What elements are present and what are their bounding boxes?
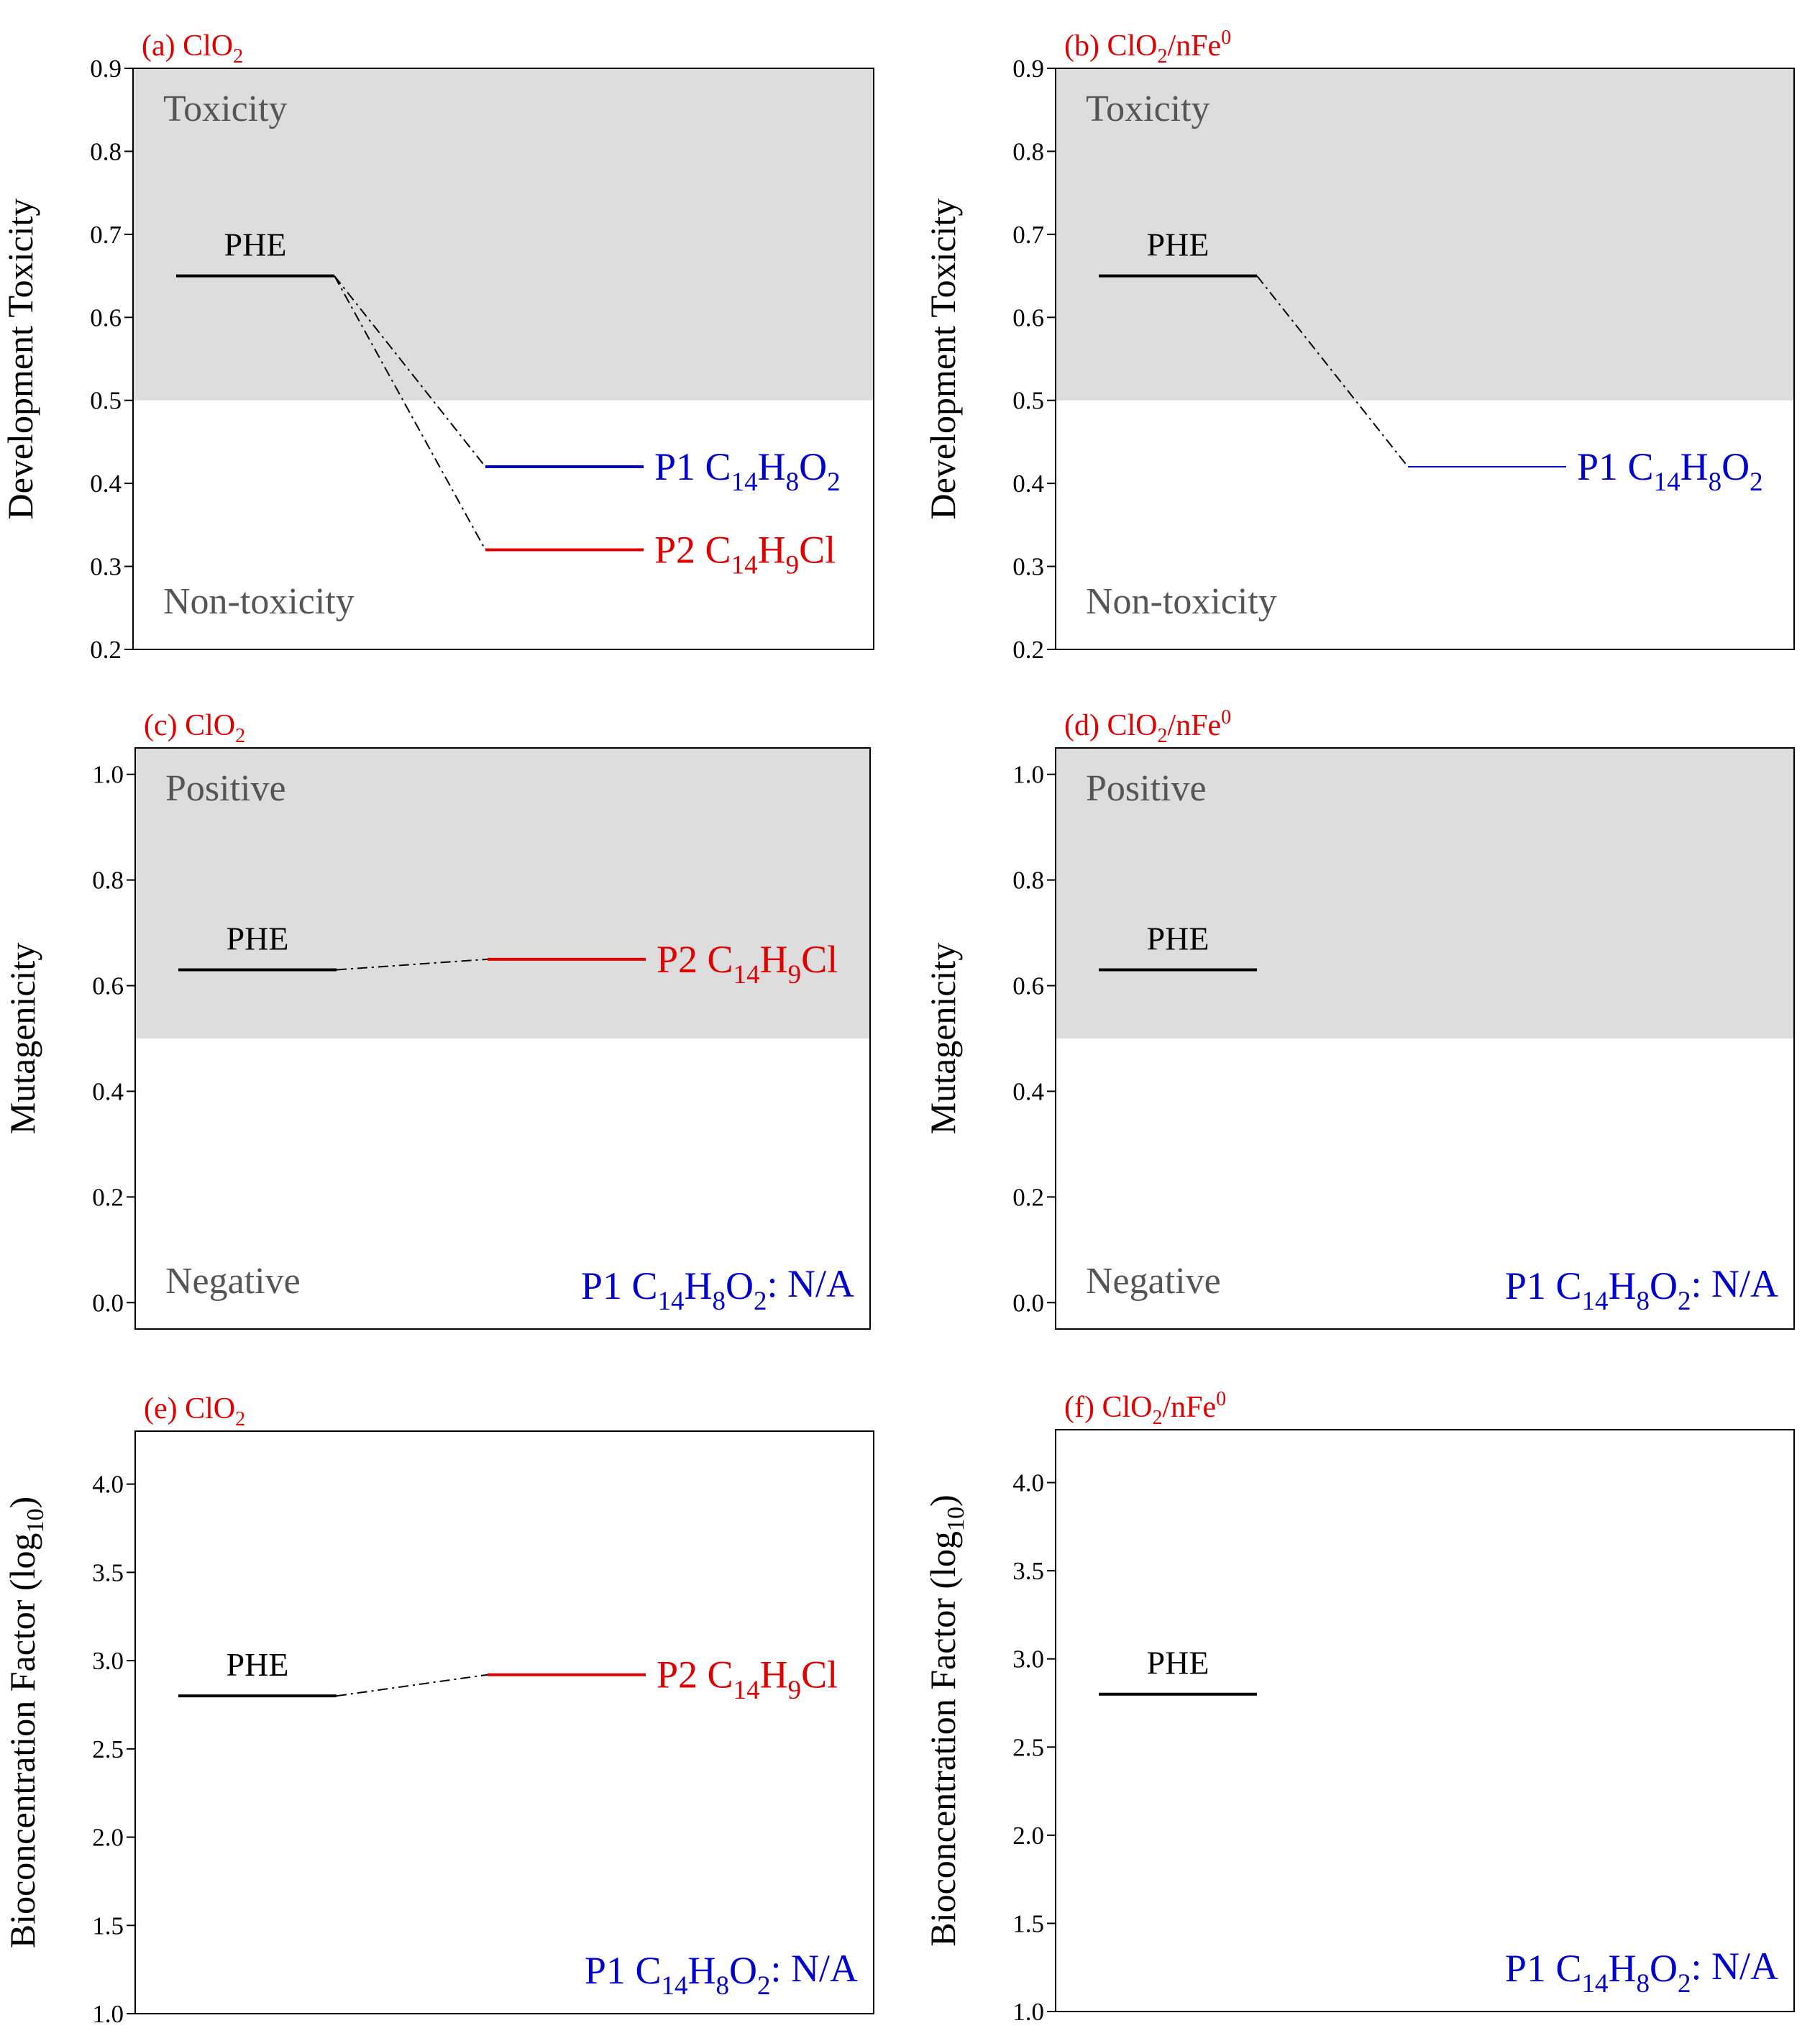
y-tick-label-d-0: 0.0 — [1012, 1289, 1044, 1317]
shaded-region-d — [1056, 748, 1794, 1038]
shaded-region-b — [1056, 68, 1794, 401]
zone-label-top-b: Toxicity — [1086, 88, 1210, 129]
panel-title-a: (a) ClO2 — [142, 29, 243, 68]
panel-e: 1.0 1.5 2.0 2.5 3.0 3.5 4.0 Bioconcentration Fa… — [2, 1392, 874, 2028]
y-tick-label-d-5: 1.0 — [1012, 761, 1044, 789]
level-label-phe-d: PHE — [1147, 921, 1209, 957]
na-note-d: P1 C14H8O2: N/A — [1505, 1262, 1778, 1316]
na-note-c: P1 C14H8O2: N/A — [581, 1262, 854, 1316]
y-tick-label-b-1: 0.3 — [1012, 553, 1044, 581]
level-label-phe-e: PHE — [227, 1646, 289, 1683]
panel-c: 0.0 0.2 0.4 0.6 0.8 1.0 Mutagenicity (c) ClO2 Po… — [2, 709, 871, 1330]
zone-label-top-a: Toxicity — [163, 88, 288, 129]
y-tick-label-d-1: 0.2 — [1012, 1183, 1044, 1211]
y-tick-label-c-2: 0.4 — [92, 1077, 124, 1105]
y-tick-label-f-1: 1.5 — [1012, 1909, 1044, 1937]
axes-frame-f — [1055, 1429, 1795, 2012]
level-label-p2-a: P2 C14H9Cl — [654, 528, 836, 580]
axes-frame-a — [132, 68, 874, 650]
y-tick-label-e-1: 1.5 — [92, 1912, 124, 1940]
zone-label-bottom-c: Negative — [165, 1261, 301, 1302]
y-tick-label-a-6: 0.8 — [90, 137, 122, 165]
shaded-region-a — [133, 68, 874, 401]
panel-b: 0.2 0.3 0.4 0.5 0.6 0.7 0.8 0.9 Development Toxi… — [923, 27, 1795, 664]
connector-p1-b — [1256, 275, 1409, 467]
na-note-e: P1 C14H8O2: N/A — [585, 1947, 858, 2001]
axes-frame-c — [134, 747, 871, 1330]
y-tick-label-c-0: 0.0 — [92, 1289, 124, 1317]
y-tick-label-f-0: 1.0 — [1012, 1998, 1044, 2026]
level-label-p2-c: P2 C14H9Cl — [657, 938, 838, 990]
y-tick-label-a-1: 0.3 — [90, 553, 122, 581]
y-tick-label-c-1: 0.2 — [92, 1183, 124, 1211]
panel-f: 1.0 1.5 2.0 2.5 3.0 3.5 4.0 Bioconcentration Fa… — [923, 1388, 1795, 2026]
y-tick-label-e-5: 3.5 — [92, 1558, 124, 1586]
y-tick-label-d-3: 0.6 — [1012, 972, 1044, 1000]
level-label-p1-a: P1 C14H8O2 — [654, 445, 841, 497]
panel-title-d: (d) ClO2/nFe0 — [1064, 706, 1231, 747]
shaded-region-c — [135, 748, 870, 1038]
level-label-phe-b: PHE — [1147, 227, 1209, 263]
level-label-p1-b: P1 C14H8O2 — [1577, 445, 1763, 497]
zone-label-bottom-a: Non-toxicity — [163, 581, 355, 622]
y-tick-label-b-0: 0.2 — [1012, 636, 1044, 664]
y-tick-label-f-2: 2.0 — [1012, 1822, 1044, 1850]
panel-title-c: (c) ClO2 — [144, 709, 245, 747]
y-tick-label-a-5: 0.7 — [90, 221, 122, 249]
y-tick-label-f-4: 3.0 — [1012, 1645, 1044, 1674]
axes-frame-d — [1055, 747, 1795, 1330]
y-axis-label-e: Bioconcentration Factor (log10) — [2, 1497, 49, 1948]
y-tick-label-e-0: 1.0 — [92, 2000, 124, 2028]
y-tick-label-c-5: 1.0 — [92, 761, 124, 789]
zone-label-top-d: Positive — [1086, 768, 1207, 809]
y-axis-label-f: Bioconcentration Factor (log10) — [923, 1494, 969, 1946]
axes-frame-e — [134, 1430, 874, 2014]
axes-frame-b — [1055, 68, 1795, 650]
panel-title-b: (b) ClO2/nFe0 — [1064, 27, 1231, 68]
zone-label-bottom-d: Negative — [1086, 1261, 1221, 1302]
y-tick-label-b-3: 0.5 — [1012, 387, 1044, 415]
level-label-phe-f: PHE — [1147, 1645, 1209, 1681]
level-label-phe-c: PHE — [227, 921, 289, 957]
y-axis-label-d: Mutagenicity — [923, 943, 963, 1135]
connector-p1-a — [334, 275, 486, 467]
y-tick-label-d-2: 0.4 — [1012, 1077, 1044, 1105]
y-tick-label-b-7: 0.9 — [1012, 55, 1044, 83]
connector-p2-e — [336, 1674, 488, 1697]
panel-a: 0.2 0.3 0.4 0.5 0.6 0.7 0.8 0.9 Development Toxi… — [0, 29, 874, 664]
panel-title-e: (e) ClO2 — [144, 1392, 245, 1430]
y-axis-label-b: Development Toxicity — [923, 198, 963, 520]
y-tick-label-b-6: 0.8 — [1012, 137, 1044, 165]
y-tick-label-d-4: 0.8 — [1012, 867, 1044, 895]
y-tick-label-e-4: 3.0 — [92, 1647, 124, 1675]
y-tick-label-a-3: 0.5 — [90, 387, 122, 415]
y-tick-label-e-6: 4.0 — [92, 1471, 124, 1499]
y-tick-label-c-3: 0.6 — [92, 972, 124, 1000]
zone-label-top-c: Positive — [165, 768, 286, 809]
panel-d: 0.0 0.2 0.4 0.6 0.8 1.0 Mutagenicity (d) ClO2/n… — [923, 706, 1795, 1330]
y-tick-label-f-6: 4.0 — [1012, 1469, 1044, 1497]
y-tick-label-b-4: 0.6 — [1012, 303, 1044, 332]
na-note-f: P1 C14H8O2: N/A — [1505, 1945, 1778, 1999]
y-tick-label-b-5: 0.7 — [1012, 221, 1044, 249]
level-label-p2-e: P2 C14H9Cl — [657, 1653, 838, 1705]
y-tick-label-f-3: 2.5 — [1012, 1733, 1044, 1761]
level-label-phe-a: PHE — [224, 227, 287, 263]
y-tick-label-c-4: 0.8 — [92, 867, 124, 895]
y-tick-label-a-4: 0.6 — [90, 303, 122, 332]
y-tick-label-f-5: 3.5 — [1012, 1557, 1044, 1585]
connector-p2-c — [336, 958, 488, 971]
panel-title-f: (f) ClO2/nFe0 — [1064, 1388, 1226, 1429]
y-tick-label-a-7: 0.9 — [90, 55, 122, 83]
y-axis-label-a: Development Toxicity — [0, 198, 40, 520]
y-tick-label-a-0: 0.2 — [90, 636, 122, 664]
y-tick-label-e-2: 2.0 — [92, 1824, 124, 1852]
y-axis-label-c: Mutagenicity — [2, 943, 42, 1135]
y-tick-label-a-2: 0.4 — [90, 470, 122, 498]
y-tick-label-b-2: 0.4 — [1012, 470, 1044, 498]
y-tick-label-e-3: 2.5 — [92, 1735, 124, 1763]
zone-label-bottom-b: Non-toxicity — [1086, 581, 1277, 622]
